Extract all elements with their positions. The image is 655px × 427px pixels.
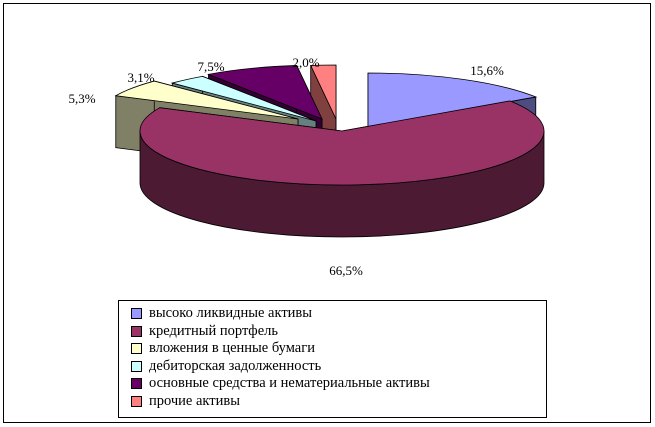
legend-item-other-assets: прочие активы — [131, 393, 546, 411]
legend-item-loan-portfolio: кредитный портфель — [131, 323, 546, 341]
pie-slice-fixed-assets — [207, 65, 323, 120]
legend-swatch — [131, 360, 142, 372]
legend-swatch — [131, 308, 142, 320]
pie-slice-other-assets — [310, 64, 337, 120]
data-label-loan-portfolio: 66,5% — [329, 263, 363, 278]
data-label-receivables: 3,1% — [127, 70, 154, 85]
legend-item-fixed-assets: основные средства и нематериальные актив… — [131, 375, 546, 393]
legend-label: прочие активы — [149, 392, 240, 409]
legend-label: высоко ликвидные активы — [149, 305, 313, 322]
legend-item-receivables: дебиторская задолженность — [131, 358, 546, 376]
legend-item-highly-liquid-assets: высоко ликвидные активы — [131, 305, 546, 323]
legend-label: вложения в ценные бумаги — [149, 340, 315, 357]
pie-slice-securities — [114, 80, 299, 120]
pie-slice-loan-portfolio — [139, 100, 545, 186]
pie-slice-highly-liquid-assets — [367, 72, 538, 128]
legend-label: кредитный портфель — [149, 322, 278, 339]
legend-item-securities: вложения в ценные бумаги — [131, 340, 546, 358]
legend-label: дебиторская задолженность — [149, 357, 322, 374]
pie-chart: 15,6% 66,5% 5,3% 3,1% 7,5% 2,0% — [68, 55, 545, 278]
data-label-other-assets: 2,0% — [292, 55, 319, 70]
legend: высоко ликвидные активы кредитный портфе… — [118, 300, 547, 418]
legend-swatch — [131, 395, 142, 407]
legend-swatch — [131, 378, 142, 390]
data-label-securities: 5,3% — [68, 91, 95, 106]
legend-swatch — [131, 343, 142, 355]
legend-swatch — [131, 325, 142, 337]
legend-label: основные средства и нематериальные актив… — [149, 375, 430, 392]
data-label-highly-liquid-assets: 15,6% — [470, 63, 504, 78]
chart-frame: 15,6% 66,5% 5,3% 3,1% 7,5% 2,0% высоко ликвид… — [3, 3, 651, 423]
pie-slice-receivables — [170, 75, 317, 122]
data-label-fixed-assets: 7,5% — [197, 59, 224, 74]
